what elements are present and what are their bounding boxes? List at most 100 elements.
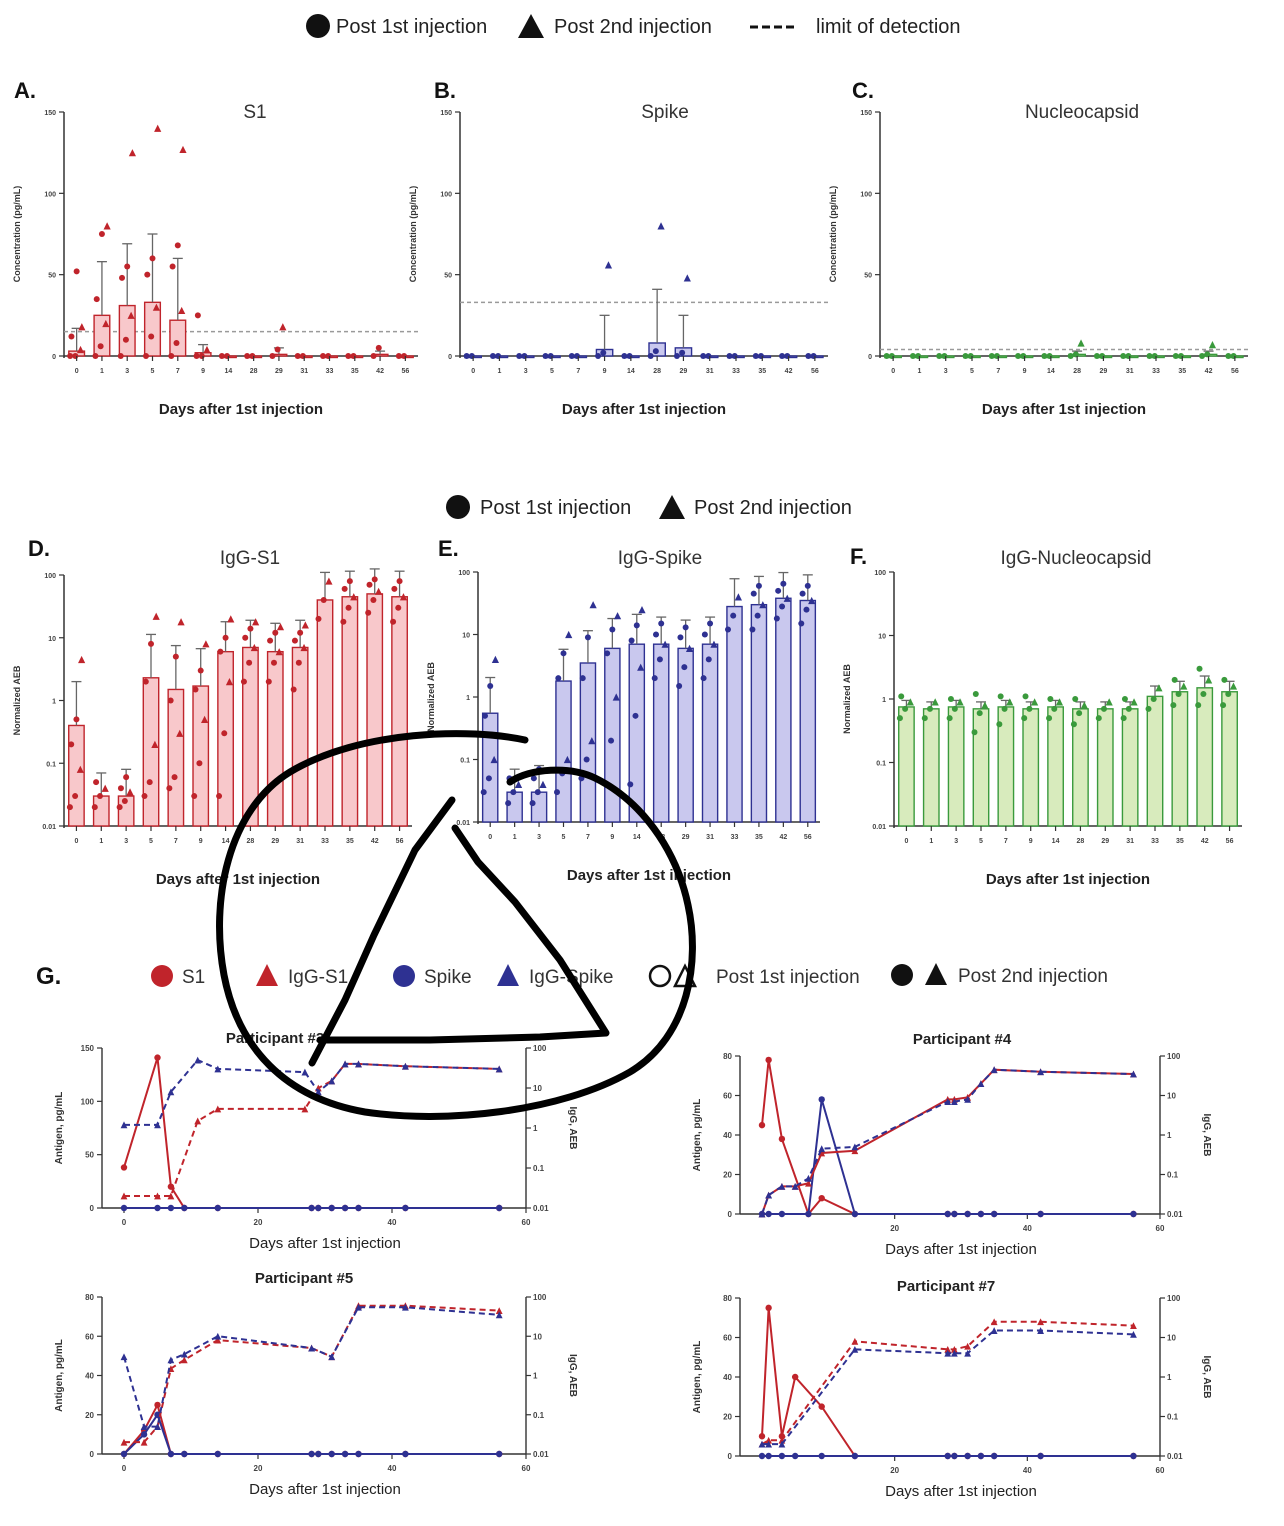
data-point xyxy=(121,798,128,805)
x-tick-label: 60 xyxy=(522,1464,531,1473)
data-point xyxy=(1225,690,1232,697)
series-point xyxy=(944,1345,952,1353)
data-point xyxy=(73,268,80,275)
data-point xyxy=(565,630,573,639)
series-line xyxy=(123,1306,500,1428)
data-point xyxy=(752,353,759,359)
data-point xyxy=(151,740,159,748)
bar xyxy=(316,599,334,827)
data-point xyxy=(589,601,597,609)
bar xyxy=(1221,691,1238,827)
data-point xyxy=(93,296,100,303)
series-point xyxy=(181,1450,188,1458)
series-point xyxy=(120,1121,128,1129)
series-line xyxy=(124,1058,500,1126)
data-point xyxy=(681,664,688,671)
series-point xyxy=(194,1056,202,1064)
data-point xyxy=(1229,682,1238,690)
data-point xyxy=(227,615,235,623)
bar xyxy=(92,795,110,827)
y-axis-label: Normalized AEB xyxy=(12,665,22,735)
x-tick-label: 14 xyxy=(627,368,635,375)
y-tick-label: 1 xyxy=(882,697,886,704)
data-point xyxy=(609,626,616,633)
x-tick-label: 0 xyxy=(74,838,78,845)
data-point xyxy=(174,242,181,249)
data-point xyxy=(76,345,85,354)
y-left-tick-label: 20 xyxy=(85,1411,94,1420)
data-point xyxy=(101,784,109,792)
data-point xyxy=(320,353,326,359)
data-point xyxy=(1150,696,1157,702)
series-point xyxy=(140,1431,148,1438)
x-tick-label: 40 xyxy=(1023,1466,1032,1475)
x-tick-label: 7 xyxy=(586,834,590,841)
data-point xyxy=(657,222,665,230)
bar xyxy=(217,650,234,827)
series-line xyxy=(762,1329,1134,1446)
data-point xyxy=(1015,353,1022,359)
x-tick-label: 29 xyxy=(271,838,279,845)
series-line xyxy=(761,1320,1134,1445)
data-point xyxy=(1225,353,1232,359)
x-tick-label: 5 xyxy=(550,368,554,375)
data-point xyxy=(1077,339,1085,347)
data-point xyxy=(707,620,714,627)
bar xyxy=(506,791,523,823)
data-point xyxy=(514,780,523,788)
data-point xyxy=(96,793,103,800)
data-point xyxy=(1047,696,1054,702)
data-point xyxy=(757,353,764,359)
data-point xyxy=(197,667,204,674)
data-point xyxy=(485,775,492,782)
data-point xyxy=(169,263,176,270)
series-point xyxy=(765,1191,773,1199)
data-point xyxy=(152,612,160,620)
legend-post1-label: Post 1st injection xyxy=(336,16,487,38)
data-point xyxy=(144,271,151,278)
data-point xyxy=(172,653,179,660)
x-tick-label: 33 xyxy=(1151,838,1159,845)
data-point xyxy=(487,682,494,689)
x-tick-label: 40 xyxy=(1023,1224,1032,1233)
series-point xyxy=(805,1174,812,1182)
data-point xyxy=(685,644,694,652)
data-point xyxy=(988,353,995,359)
y-right-tick-label: 0.01 xyxy=(1167,1210,1183,1219)
series-point xyxy=(308,1204,315,1212)
data-point xyxy=(291,637,298,644)
y-right-tick-label: 0.01 xyxy=(1167,1452,1183,1461)
data-point xyxy=(1175,690,1182,697)
x-axis-label: Days after 1st injection xyxy=(982,401,1146,418)
y-tick-label: 1 xyxy=(52,699,56,706)
data-point xyxy=(272,629,279,636)
data-point xyxy=(1155,684,1163,692)
series-point xyxy=(341,1450,349,1458)
y-right-tick-label: 0.1 xyxy=(1167,1171,1179,1180)
bar xyxy=(167,688,185,827)
data-point xyxy=(396,578,403,585)
data-point xyxy=(276,623,285,631)
panel-title: Participant #7 xyxy=(897,1278,995,1295)
series-point xyxy=(805,1210,812,1218)
x-tick-label: 5 xyxy=(562,834,566,841)
series-point xyxy=(765,1304,772,1312)
data-point xyxy=(91,804,98,811)
panel-letter: F. xyxy=(850,544,867,569)
panel-title: Spike xyxy=(641,102,689,123)
data-point xyxy=(749,626,756,633)
data-point xyxy=(1200,690,1207,697)
series-point xyxy=(120,1192,128,1200)
panel-title: S1 xyxy=(243,102,266,123)
x-tick-label: 31 xyxy=(1126,368,1134,375)
series-point xyxy=(167,1088,175,1096)
y-tick-label: 100 xyxy=(458,570,470,577)
data-point xyxy=(962,353,969,359)
data-point xyxy=(97,343,104,350)
data-point xyxy=(350,353,357,359)
bar xyxy=(530,791,548,823)
data-point xyxy=(996,721,1003,728)
data-point xyxy=(325,577,333,585)
series-point xyxy=(765,1210,772,1218)
